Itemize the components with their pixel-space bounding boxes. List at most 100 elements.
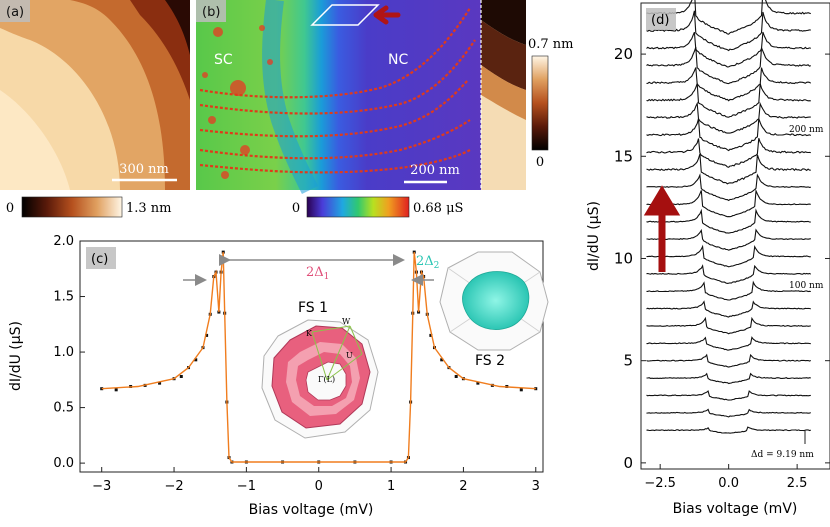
axes-d-xlabel: Bias voltage (mV)	[673, 501, 798, 517]
sc-nc-boundary	[262, 0, 319, 195]
vortex-lines	[199, 7, 476, 174]
terrace-4	[165, 0, 190, 55]
colorbar-a	[21, 196, 123, 218]
d-spectrum	[646, 47, 811, 85]
d-spectrum	[646, 153, 811, 185]
panel-c: −3 −2 −1 0 1 2 3 0.0 0.5 1.0 1.5 2.0 Bias voltage …	[8, 234, 549, 518]
c-xtick-label: −3	[92, 479, 111, 494]
d-spectrum	[646, 372, 811, 385]
zoom-outline	[310, 4, 380, 26]
d-curves	[646, 0, 812, 434]
c-xtick-label: 1	[387, 479, 395, 494]
d-spectrum	[646, 101, 811, 134]
d-ytick-label: 20	[614, 45, 633, 63]
gap1-label: 2Δ1	[306, 265, 329, 282]
colorbar-b-min: 0	[292, 201, 300, 216]
panel-b-scalebar-label: 200 nm	[410, 163, 460, 178]
d-spectrum	[646, 208, 811, 234]
d-xtick-label: 0.0	[718, 476, 739, 491]
axes-d-xticks: −2.5 0.0 2.5	[644, 464, 807, 491]
axes-c-xticks: −3 −2 −1 0 1 2 3	[92, 467, 540, 494]
c-ytick-label: 1.0	[53, 345, 74, 360]
d-spectrum	[646, 172, 811, 202]
fs1-point-w: W	[342, 317, 351, 326]
terrace-3	[130, 0, 190, 100]
axes-c-ylabel: dI/dU (μS)	[8, 321, 24, 391]
side-label-200nm: 200 nm	[789, 125, 824, 135]
c-fit-curve	[101, 252, 536, 463]
terrace-light	[0, 90, 70, 190]
colorbar-a-min: 0	[6, 201, 14, 216]
region-nc: NC	[388, 52, 408, 68]
d-ytick-label: 5	[623, 352, 633, 370]
fs1-point-u: U	[346, 351, 353, 360]
fs2-inset: FS 2	[439, 251, 549, 369]
gap2-label: 2Δ2	[416, 254, 439, 271]
c-ytick-label: 2.0	[53, 234, 74, 249]
region-sc: SC	[214, 52, 233, 68]
inset-colorbar	[531, 55, 549, 151]
c-data-point	[476, 381, 480, 385]
d-spectrum	[646, 118, 812, 152]
c-data-point	[440, 358, 444, 362]
d-spectrum	[646, 228, 811, 251]
d-spectrum	[646, 138, 811, 168]
d-spectrum	[646, 390, 811, 401]
d-spectrum	[646, 10, 811, 52]
inset-colorbar-min: 0	[536, 155, 544, 170]
axes-c-yticks: 0.0 0.5 1.0 1.5 2.0	[53, 234, 85, 471]
panel-a-scalebar-label: 300 nm	[119, 162, 169, 177]
delta-d-label: Δd = 9.19 nm	[751, 450, 814, 460]
panel-a-label: (a)	[6, 5, 24, 20]
side-label-100nm: 100 nm	[789, 281, 824, 291]
panel-c-label: (c)	[91, 252, 108, 267]
fs1-label: FS 1	[298, 300, 328, 316]
c-data-point	[179, 374, 183, 378]
panel-d-label: (d)	[651, 13, 669, 28]
axes-d-yticks: 0 5 10 15 20	[614, 45, 830, 472]
c-data-point	[194, 358, 198, 362]
scan-arrow	[373, 5, 401, 25]
panel-d: −2.5 0.0 2.5 0 5 10 15 20 Bias voltage (mV) dI…	[586, 0, 830, 517]
terrace-2	[70, 0, 190, 190]
fs1-point-k: K	[306, 329, 313, 338]
c-data-point	[114, 388, 118, 392]
c-ytick-label: 0.5	[53, 401, 74, 416]
c-ytick-label: 0.0	[53, 456, 74, 471]
axes-c-xlabel: Bias voltage (mV)	[249, 502, 374, 518]
c-xtick-label: 2	[459, 479, 467, 494]
inset-colorbar-max: 0.7 nm	[528, 37, 574, 52]
d-ytick-label: 10	[614, 249, 633, 267]
d-spectrum	[646, 316, 811, 335]
c-data-point	[454, 374, 458, 378]
c-xtick-label: 3	[532, 479, 540, 494]
c-data-point	[519, 388, 523, 392]
d-spectrum	[646, 336, 811, 351]
d-xtick-label: −2.5	[644, 476, 676, 491]
c-xtick-label: −2	[164, 479, 183, 494]
d-spectrum	[646, 426, 811, 434]
fs2-surface	[462, 271, 530, 330]
panel-b: (b) SC NC 200 nm 0 0.68 μS 0.7 nm 0	[196, 0, 574, 218]
sc-red-spots	[202, 25, 273, 179]
panel-b-label: (b)	[202, 5, 220, 20]
d-spectrum	[646, 408, 811, 418]
c-xtick-label: −1	[237, 479, 256, 494]
fs1-point-gamma: Γ(L)	[318, 375, 335, 384]
colorbar-b-max: 0.68 μS	[413, 201, 463, 216]
d-spectrum	[646, 67, 812, 102]
d-spectrum	[646, 83, 811, 118]
axes-d-frame	[640, 2, 830, 470]
d-spectrum	[646, 244, 811, 268]
fs1-inset: FS 1 K W U Γ(L)	[261, 300, 379, 439]
scan-direction-arrow	[643, 185, 681, 272]
d-ytick-label: 15	[614, 147, 633, 165]
c-data-point	[429, 333, 433, 337]
c-data-point	[158, 381, 162, 385]
colorbar-a-max: 1.3 nm	[126, 201, 172, 216]
d-spectrum	[646, 280, 811, 301]
c-data-point	[205, 333, 209, 337]
axes-c-frame	[79, 240, 544, 473]
axes-d-ylabel: dI/dU (μS)	[586, 201, 602, 271]
